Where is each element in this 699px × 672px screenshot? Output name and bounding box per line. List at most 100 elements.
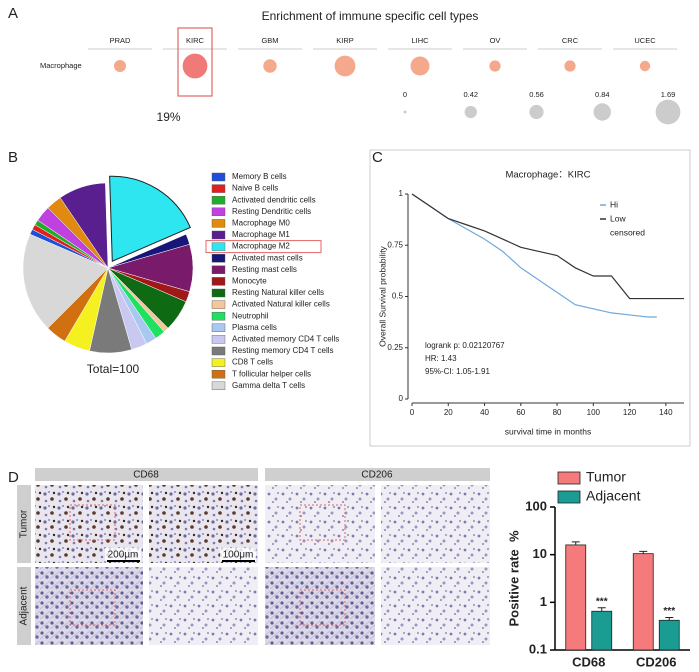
significance: *** <box>663 606 675 617</box>
scale-bg <box>220 548 256 561</box>
legend-label: Tumor <box>586 469 626 485</box>
highlight-box <box>177 27 213 97</box>
scale-bar-label: 200μm <box>108 550 139 561</box>
bar <box>565 544 587 651</box>
x-axis-title: survival time in months <box>505 426 591 436</box>
significance: *** <box>596 596 608 607</box>
error-bar <box>571 541 580 545</box>
size-legend-circle <box>655 99 681 125</box>
legend-swatch <box>211 195 226 205</box>
legend-label: Activated memory CD4 T cells <box>232 335 339 344</box>
size-legend-circle <box>464 105 477 119</box>
x-tick-label: 20 <box>444 408 453 417</box>
legend-swatch <box>211 277 226 286</box>
histology-image <box>265 485 375 563</box>
survival-line <box>411 193 657 318</box>
legend-label: censored <box>610 227 645 237</box>
row-label: Tumor <box>19 509 30 538</box>
size-legend-label: 0.84 <box>595 90 610 99</box>
y-axis-title: Positive rate % <box>506 530 521 627</box>
legend-swatch <box>211 184 226 193</box>
bubble <box>334 55 356 77</box>
column-label: CD68 <box>133 470 159 481</box>
legend-label: Activated mast cells <box>232 253 303 262</box>
panel-label: B <box>8 149 18 166</box>
bar <box>591 610 613 651</box>
legend-label: Resting Dendritic cells <box>232 207 311 216</box>
legend-swatch <box>211 172 226 182</box>
legend-swatch <box>211 207 226 217</box>
column-label: KIRC <box>186 36 205 45</box>
survival-line <box>411 193 684 300</box>
annotation: logrank p: 0.02120767 <box>425 341 505 350</box>
legend-swatch <box>211 370 226 379</box>
legend-swatch <box>557 490 581 504</box>
histology-image <box>35 567 143 645</box>
legend-label: Monocyte <box>232 277 267 286</box>
size-legend-circle <box>529 104 544 120</box>
legend-label: Naive B cells <box>232 184 278 193</box>
panel-label: D <box>8 469 19 486</box>
legend-swatch <box>211 265 226 274</box>
histology-image <box>381 567 490 645</box>
legend-label: Macrophage M1 <box>232 230 290 239</box>
legend-label: Hi <box>610 199 618 209</box>
y-axis-title: Overall Survival probability <box>377 245 387 346</box>
column-label: LIHC <box>411 36 429 45</box>
legend-swatch <box>557 471 581 485</box>
legend-label: T follicular helper cells <box>232 369 311 378</box>
legend-swatch <box>211 346 226 356</box>
legend-label: Resting memory CD4 T cells <box>232 346 334 355</box>
legend-label: CD8 T cells <box>232 358 273 367</box>
column-header <box>35 468 258 481</box>
row-label: Macrophage <box>40 61 82 70</box>
bar <box>632 553 654 651</box>
column-label: OV <box>490 36 501 45</box>
bubble <box>639 60 651 72</box>
y-tick-label: 0.5 <box>392 292 404 301</box>
legend-label: Neutrophil <box>232 311 269 320</box>
legend-swatch <box>211 300 226 309</box>
legend-swatch <box>211 288 226 298</box>
value-label: 19% <box>157 110 181 124</box>
y-tick-label: 0.75 <box>387 240 403 249</box>
y-tick-label: 0.25 <box>387 343 403 352</box>
bubble <box>113 59 127 73</box>
legend-swatch <box>211 219 226 228</box>
legend-label: Resting Natural killer cells <box>232 288 324 297</box>
y-tick-label: 10 <box>533 546 547 561</box>
y-tick-label: 0 <box>399 394 404 403</box>
y-tick-label: 1 <box>540 594 547 609</box>
row-header <box>17 567 31 645</box>
legend-label: Resting mast cells <box>232 265 297 274</box>
row-label: Adjacent <box>19 586 30 625</box>
y-tick-label: 0.1 <box>529 641 547 656</box>
legend-swatch <box>211 358 226 367</box>
legend-swatch <box>211 312 226 321</box>
column-label: CD206 <box>361 470 393 481</box>
bubble <box>182 53 208 79</box>
legend-label: Memory B cells <box>232 172 287 181</box>
y-tick-label: 1 <box>399 189 404 198</box>
column-label: KIRP <box>336 36 354 45</box>
legend-label: Macrophage M0 <box>232 219 290 228</box>
legend-label: Macrophage M2 <box>232 242 290 251</box>
error-bar <box>665 617 674 621</box>
x-tick-label: 120 <box>623 408 637 417</box>
x-tick-label: 0 <box>410 408 415 417</box>
bubble <box>564 60 576 72</box>
column-label: CRC <box>562 36 579 45</box>
annotation: HR: 1.43 <box>425 354 457 363</box>
pie-slice <box>109 175 191 262</box>
legend-swatch <box>211 242 226 251</box>
column-label: GBM <box>261 36 278 45</box>
size-legend-circle <box>403 110 407 114</box>
pie-slice <box>22 233 109 329</box>
x-tick-label: CD68 <box>572 654 605 669</box>
legend-label: Activated dendritic cells <box>232 195 316 204</box>
total-label: Total=100 <box>87 362 140 376</box>
legend-swatch <box>211 335 226 344</box>
x-tick-label: 60 <box>516 408 525 417</box>
legend-label: Activated Natural killer cells <box>232 300 330 309</box>
panel-label: C <box>372 149 383 166</box>
